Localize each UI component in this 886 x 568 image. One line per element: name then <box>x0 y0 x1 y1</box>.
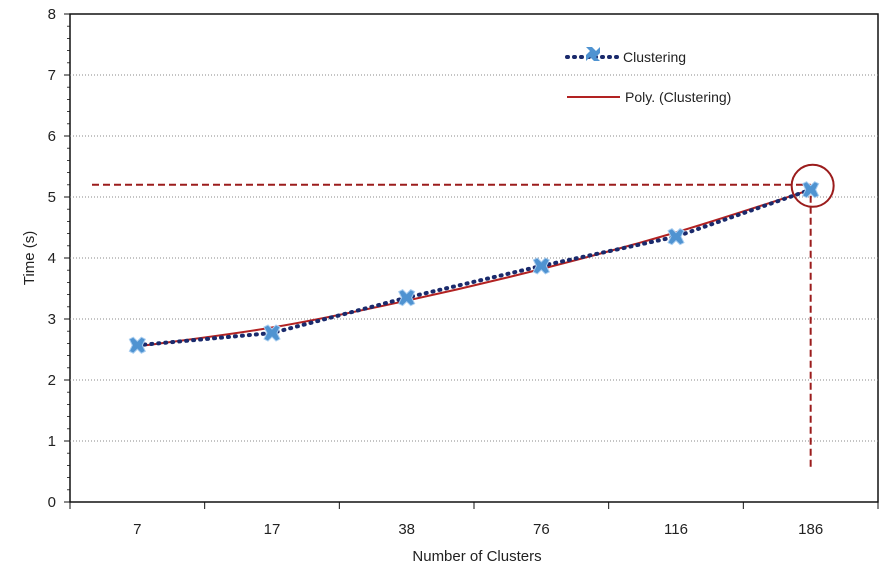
series-clustering-line <box>135 187 813 348</box>
annotation-circle <box>790 163 835 208</box>
x-tick-label: 7 <box>133 521 141 538</box>
plot-area <box>69 13 879 503</box>
legend: Clustering Poly. (Clustering) <box>565 47 731 105</box>
y-tick-label: 8 <box>48 6 56 23</box>
clustering-point-116 <box>667 228 685 246</box>
y-tick-label: 0 <box>48 494 56 511</box>
clustering-point-7 <box>128 336 147 354</box>
x-tick-label: 116 <box>664 521 688 538</box>
x-axis-ticks: 7 17 38 76 116 186 <box>69 502 879 538</box>
legend-clustering-label: Clustering <box>623 49 686 65</box>
y-tick-label: 7 <box>48 67 56 84</box>
y-axis-ticks: 0 1 2 3 4 5 6 7 8 <box>48 6 70 511</box>
series-poly-clustering-line <box>137 188 811 348</box>
x-tick-label: 76 <box>533 521 550 538</box>
x-tick-label: 17 <box>264 521 281 538</box>
y-tick-label: 4 <box>48 250 56 267</box>
y-tick-label: 1 <box>48 433 56 450</box>
y-axis-title: Time (s) <box>21 231 38 285</box>
clustering-point-76 <box>532 257 551 275</box>
clustering-point-17 <box>263 324 281 342</box>
x-tick-label: 38 <box>398 521 415 538</box>
x-tick-label: 186 <box>798 521 823 538</box>
y-tick-label: 5 <box>48 189 56 206</box>
clustering-point-38 <box>397 289 416 307</box>
legend-clustering-marker <box>586 47 600 61</box>
legend-poly-label: Poly. (Clustering) <box>625 89 731 105</box>
y-tick-label: 6 <box>48 128 56 145</box>
highlight-annotation <box>92 163 835 470</box>
x-axis-title: Number of Clusters <box>412 548 541 565</box>
y-tick-label: 2 <box>48 372 56 389</box>
series-layer <box>128 181 820 354</box>
y-tick-label: 3 <box>48 311 56 328</box>
clustering-point-186 <box>801 181 820 199</box>
